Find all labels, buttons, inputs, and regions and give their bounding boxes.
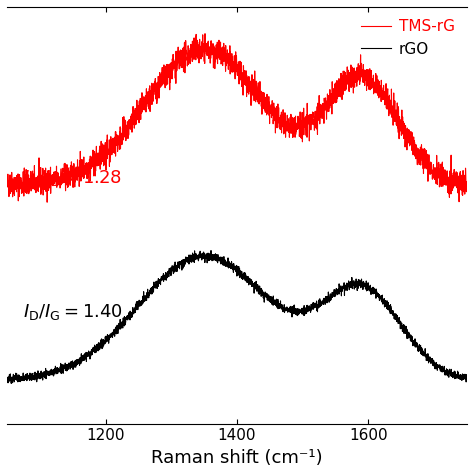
TMS-rG bbox=[201, 48, 206, 54]
TMS-rG bbox=[57, 179, 63, 185]
rGO bbox=[406, 329, 411, 335]
rGO bbox=[57, 367, 63, 373]
TMS-rG bbox=[4, 178, 10, 184]
TMS-rG bbox=[406, 127, 411, 132]
X-axis label: Raman shift (cm⁻¹): Raman shift (cm⁻¹) bbox=[151, 449, 323, 467]
TMS-rG bbox=[44, 200, 50, 205]
TMS-rG bbox=[181, 69, 186, 74]
rGO bbox=[84, 353, 90, 358]
TMS-rG bbox=[84, 161, 90, 167]
Line: rGO: rGO bbox=[7, 251, 467, 383]
Line: TMS-rG: TMS-rG bbox=[7, 34, 467, 202]
TMS-rG bbox=[202, 31, 208, 36]
TMS-rG bbox=[464, 182, 470, 188]
rGO bbox=[201, 250, 206, 256]
rGO bbox=[4, 379, 10, 385]
Text: $I_{\mathrm{D}}/I_{\mathrm{G}} = 1.28$: $I_{\mathrm{D}}/I_{\mathrm{G}} = 1.28$ bbox=[23, 168, 122, 188]
TMS-rG bbox=[456, 175, 461, 181]
Text: $I_{\mathrm{D}}/I_{\mathrm{G}} = 1.40$: $I_{\mathrm{D}}/I_{\mathrm{G}} = 1.40$ bbox=[23, 302, 123, 322]
Legend: TMS-rG, rGO: TMS-rG, rGO bbox=[356, 15, 459, 62]
rGO bbox=[208, 248, 214, 254]
rGO bbox=[456, 374, 461, 379]
rGO bbox=[181, 258, 186, 264]
rGO bbox=[464, 374, 470, 379]
rGO bbox=[9, 381, 14, 386]
